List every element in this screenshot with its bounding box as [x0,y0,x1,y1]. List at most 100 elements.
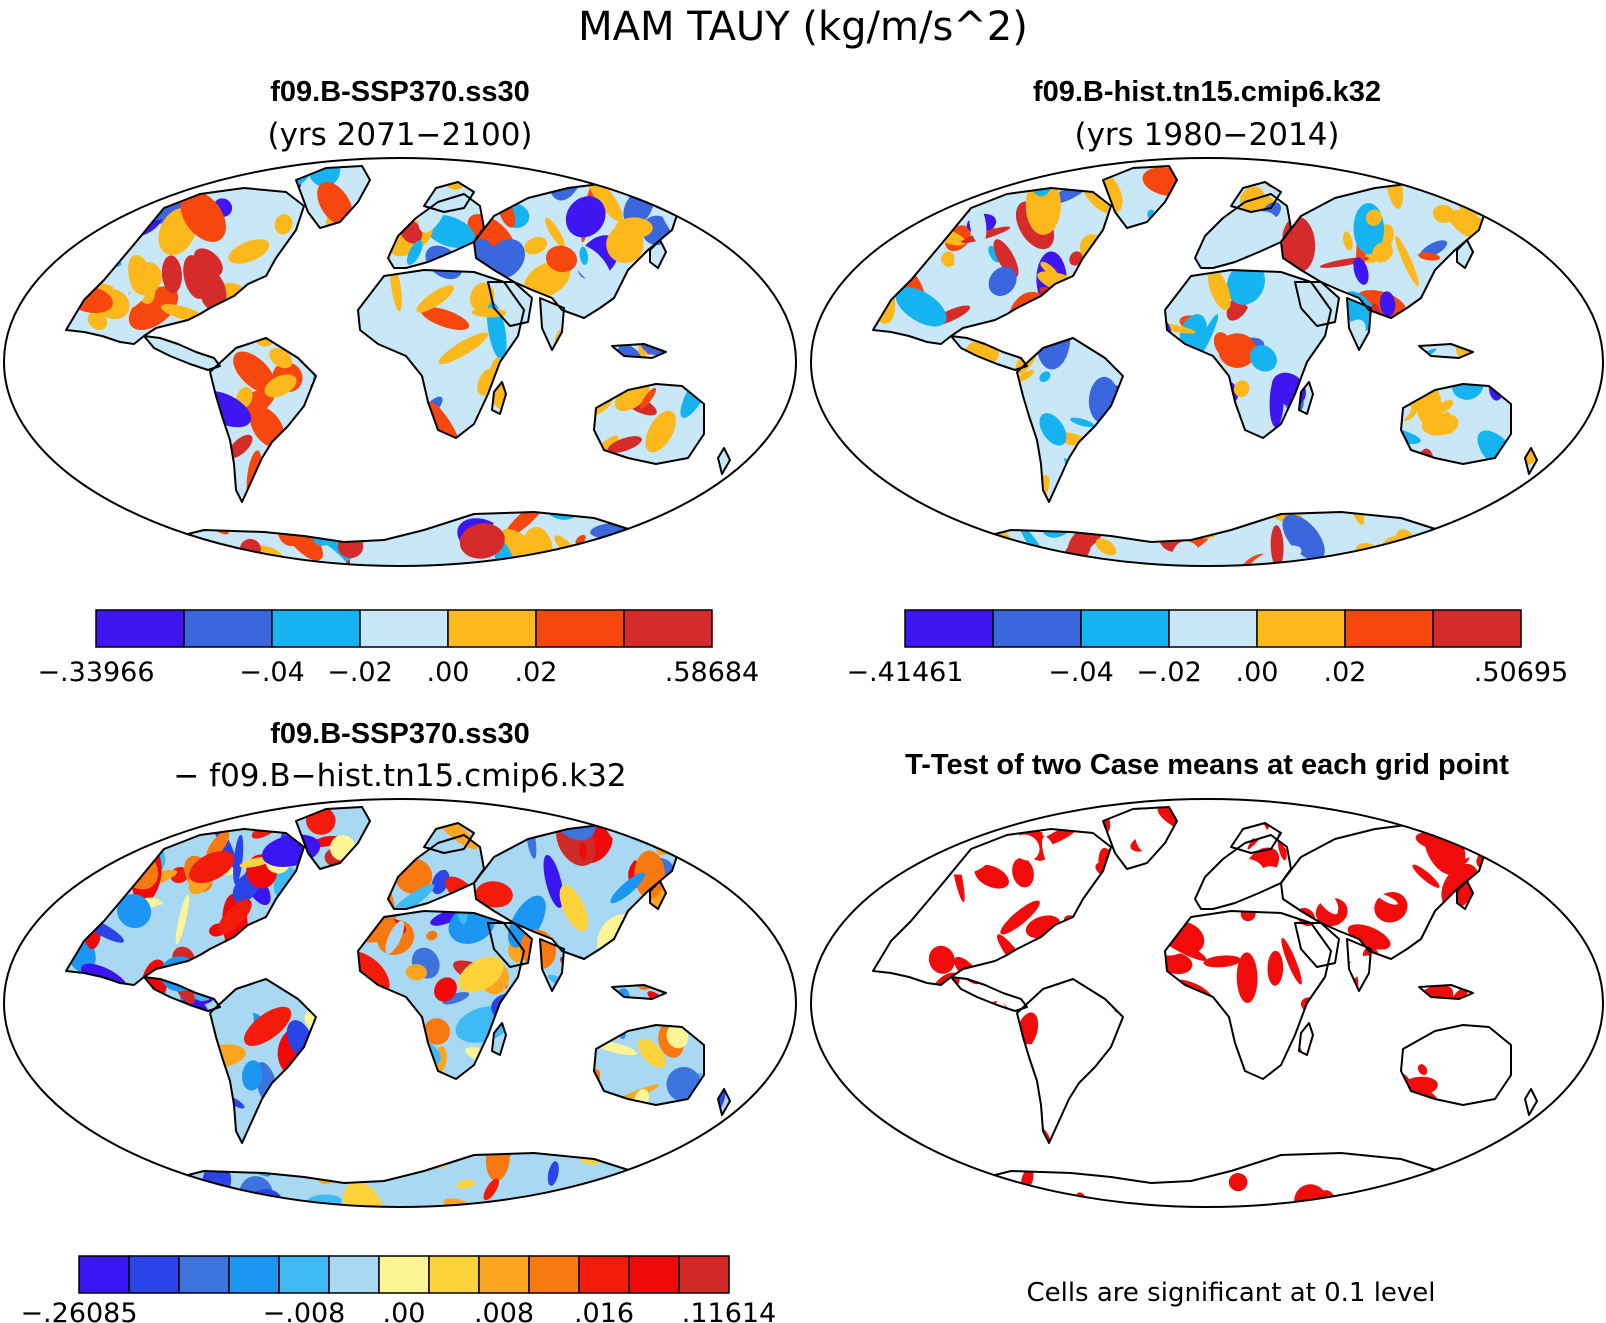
panel-case2: f09.B-hist.tn15.cmip6.k32 (yrs 1980−2014… [810,76,1604,688]
coastline-australia [593,383,705,465]
colorbar-case1-min-label: −.33966 [37,657,154,688]
colorbar-segment [128,1255,180,1294]
coastline-japan [1456,880,1474,910]
panel-case1-title: f09.B-SSP370.ss30 [270,76,530,108]
map-ttest [872,806,1538,1207]
colorbar-difference-tick-label: −.008 [263,1298,346,1323]
coastline-indonesia [1418,984,1474,1000]
land-ttest [872,806,1538,1207]
colorbar-case1-labels: −.33966 −.04 −.02 .00 .02 .58684 [37,657,759,688]
coastline-scandinavia [423,822,475,854]
coastline-japan [649,239,667,269]
coastline-south-america [209,337,317,503]
map-frame-ttest [810,798,1604,1208]
colorbar-difference [78,1255,730,1294]
coastline-australia [1400,383,1512,465]
panel-difference: f09.B-SSP370.ss30 − f09.B−hist.tn15.cmip… [3,718,797,1323]
coastline-north-america [65,828,305,986]
coastline-arabia [487,281,533,327]
coastline-south-america [209,978,317,1144]
main-title: MAM TAUY (kg/m/s^2) [578,4,1028,50]
colorbar-segment [328,1255,380,1294]
coastline-africa [1164,269,1332,439]
colorbar-segment [178,1255,230,1294]
panel-case1: f09.B-SSP370.ss30 (yrs 2071−2100) −.3396… [3,76,797,688]
map-case1 [65,165,731,566]
colorbar-case1 [95,609,713,648]
coastline-central-america [950,976,1028,1012]
coastline-central-america [143,976,221,1012]
colorbar-segment [78,1255,130,1294]
colorbar-segment [271,609,361,648]
colorbar-difference-tick-label: .00 [383,1298,426,1323]
coastline-arabia [487,922,533,968]
colorbar-segment [535,609,625,648]
colorbar-segment [278,1255,330,1294]
colorbar-case1-max-label: .58684 [665,657,759,688]
colorbar-difference-labels: −.26085 −.008 .00 .008 .016 .11614 [20,1298,776,1323]
colorbar-difference-max-label: .11614 [682,1298,776,1323]
colorbar-difference-min-label: −.26085 [20,1298,137,1323]
coastline-scandinavia [1230,181,1282,213]
land-case1 [65,165,731,566]
coastline-south-america [1016,978,1124,1144]
colorbar-segment [528,1255,580,1294]
colorbar-case2-tick-label: −.02 [1136,657,1202,688]
coastline-new-zealand [1524,1088,1538,1116]
panel-ttest-footnote: Cells are significant at 0.1 level [1026,1278,1435,1308]
colorbar-segment [623,609,713,648]
colorbar-segment [228,1255,280,1294]
coastline-madagascar [1298,381,1314,415]
panel-case1-subtitle: (yrs 2071−2100) [267,117,532,153]
coastline-madagascar [491,381,507,415]
colorbar-segment [478,1255,530,1294]
coastline-greenland [1102,806,1178,870]
land-difference [65,806,731,1207]
colorbar-case1-tick-label: .02 [515,657,558,688]
panel-difference-subtitle: − f09.B−hist.tn15.cmip6.k32 [173,758,626,794]
coastline-north-america [872,187,1112,345]
colorbar-case1-tick-label: −.02 [327,657,393,688]
coastline-new-zealand [1524,447,1538,475]
colorbar-segment [904,609,994,648]
panel-case2-subtitle: (yrs 1980−2014) [1074,117,1339,153]
colorbar-case2-tick-label: −.04 [1048,657,1114,688]
coastline-india [1346,297,1372,351]
map-case2 [872,165,1538,566]
colorbar-segment [1256,609,1346,648]
coastline-scandinavia [1230,822,1282,854]
colorbar-difference-tick-label: .016 [574,1298,634,1323]
coastline-south-america [1016,337,1124,503]
coastline-arabia [1294,281,1340,327]
coastline-japan [1456,239,1474,269]
colorbar-segment [183,609,273,648]
colorbar-segment [628,1255,680,1294]
colorbar-segment [95,609,185,648]
colorbar-case2-max-label: .50695 [1474,657,1568,688]
colorbar-case1-tick-label: −.04 [239,657,305,688]
coastline-north-america [872,828,1112,986]
coastline-new-zealand [717,1088,731,1116]
colorbar-segment [578,1255,630,1294]
coastline-india [539,938,565,992]
coastline-australia [1400,1024,1512,1106]
panel-ttest-title: T-Test of two Case means at each grid po… [905,749,1509,781]
coastline-japan [649,880,667,910]
coastline-africa [1164,910,1332,1080]
colorbar-segment [447,609,537,648]
coastline-africa [357,910,525,1080]
colorbar-case1-tick-label: .00 [427,657,470,688]
colorbar-segment [1168,609,1258,648]
coastline-indonesia [1418,343,1474,359]
coastline-central-america [950,335,1028,371]
colorbar-segment [359,609,449,648]
colorbar-case2-min-label: −.41461 [846,657,963,688]
coastline-new-zealand [717,447,731,475]
colorbar-case2 [904,609,1522,648]
colorbar-segment [992,609,1082,648]
colorbar-segment [678,1255,730,1294]
coastline-scandinavia [423,181,475,213]
panel-difference-title: f09.B-SSP370.ss30 [270,718,530,750]
colorbar-case2-tick-label: .00 [1236,657,1279,688]
coastline-africa [357,269,525,439]
